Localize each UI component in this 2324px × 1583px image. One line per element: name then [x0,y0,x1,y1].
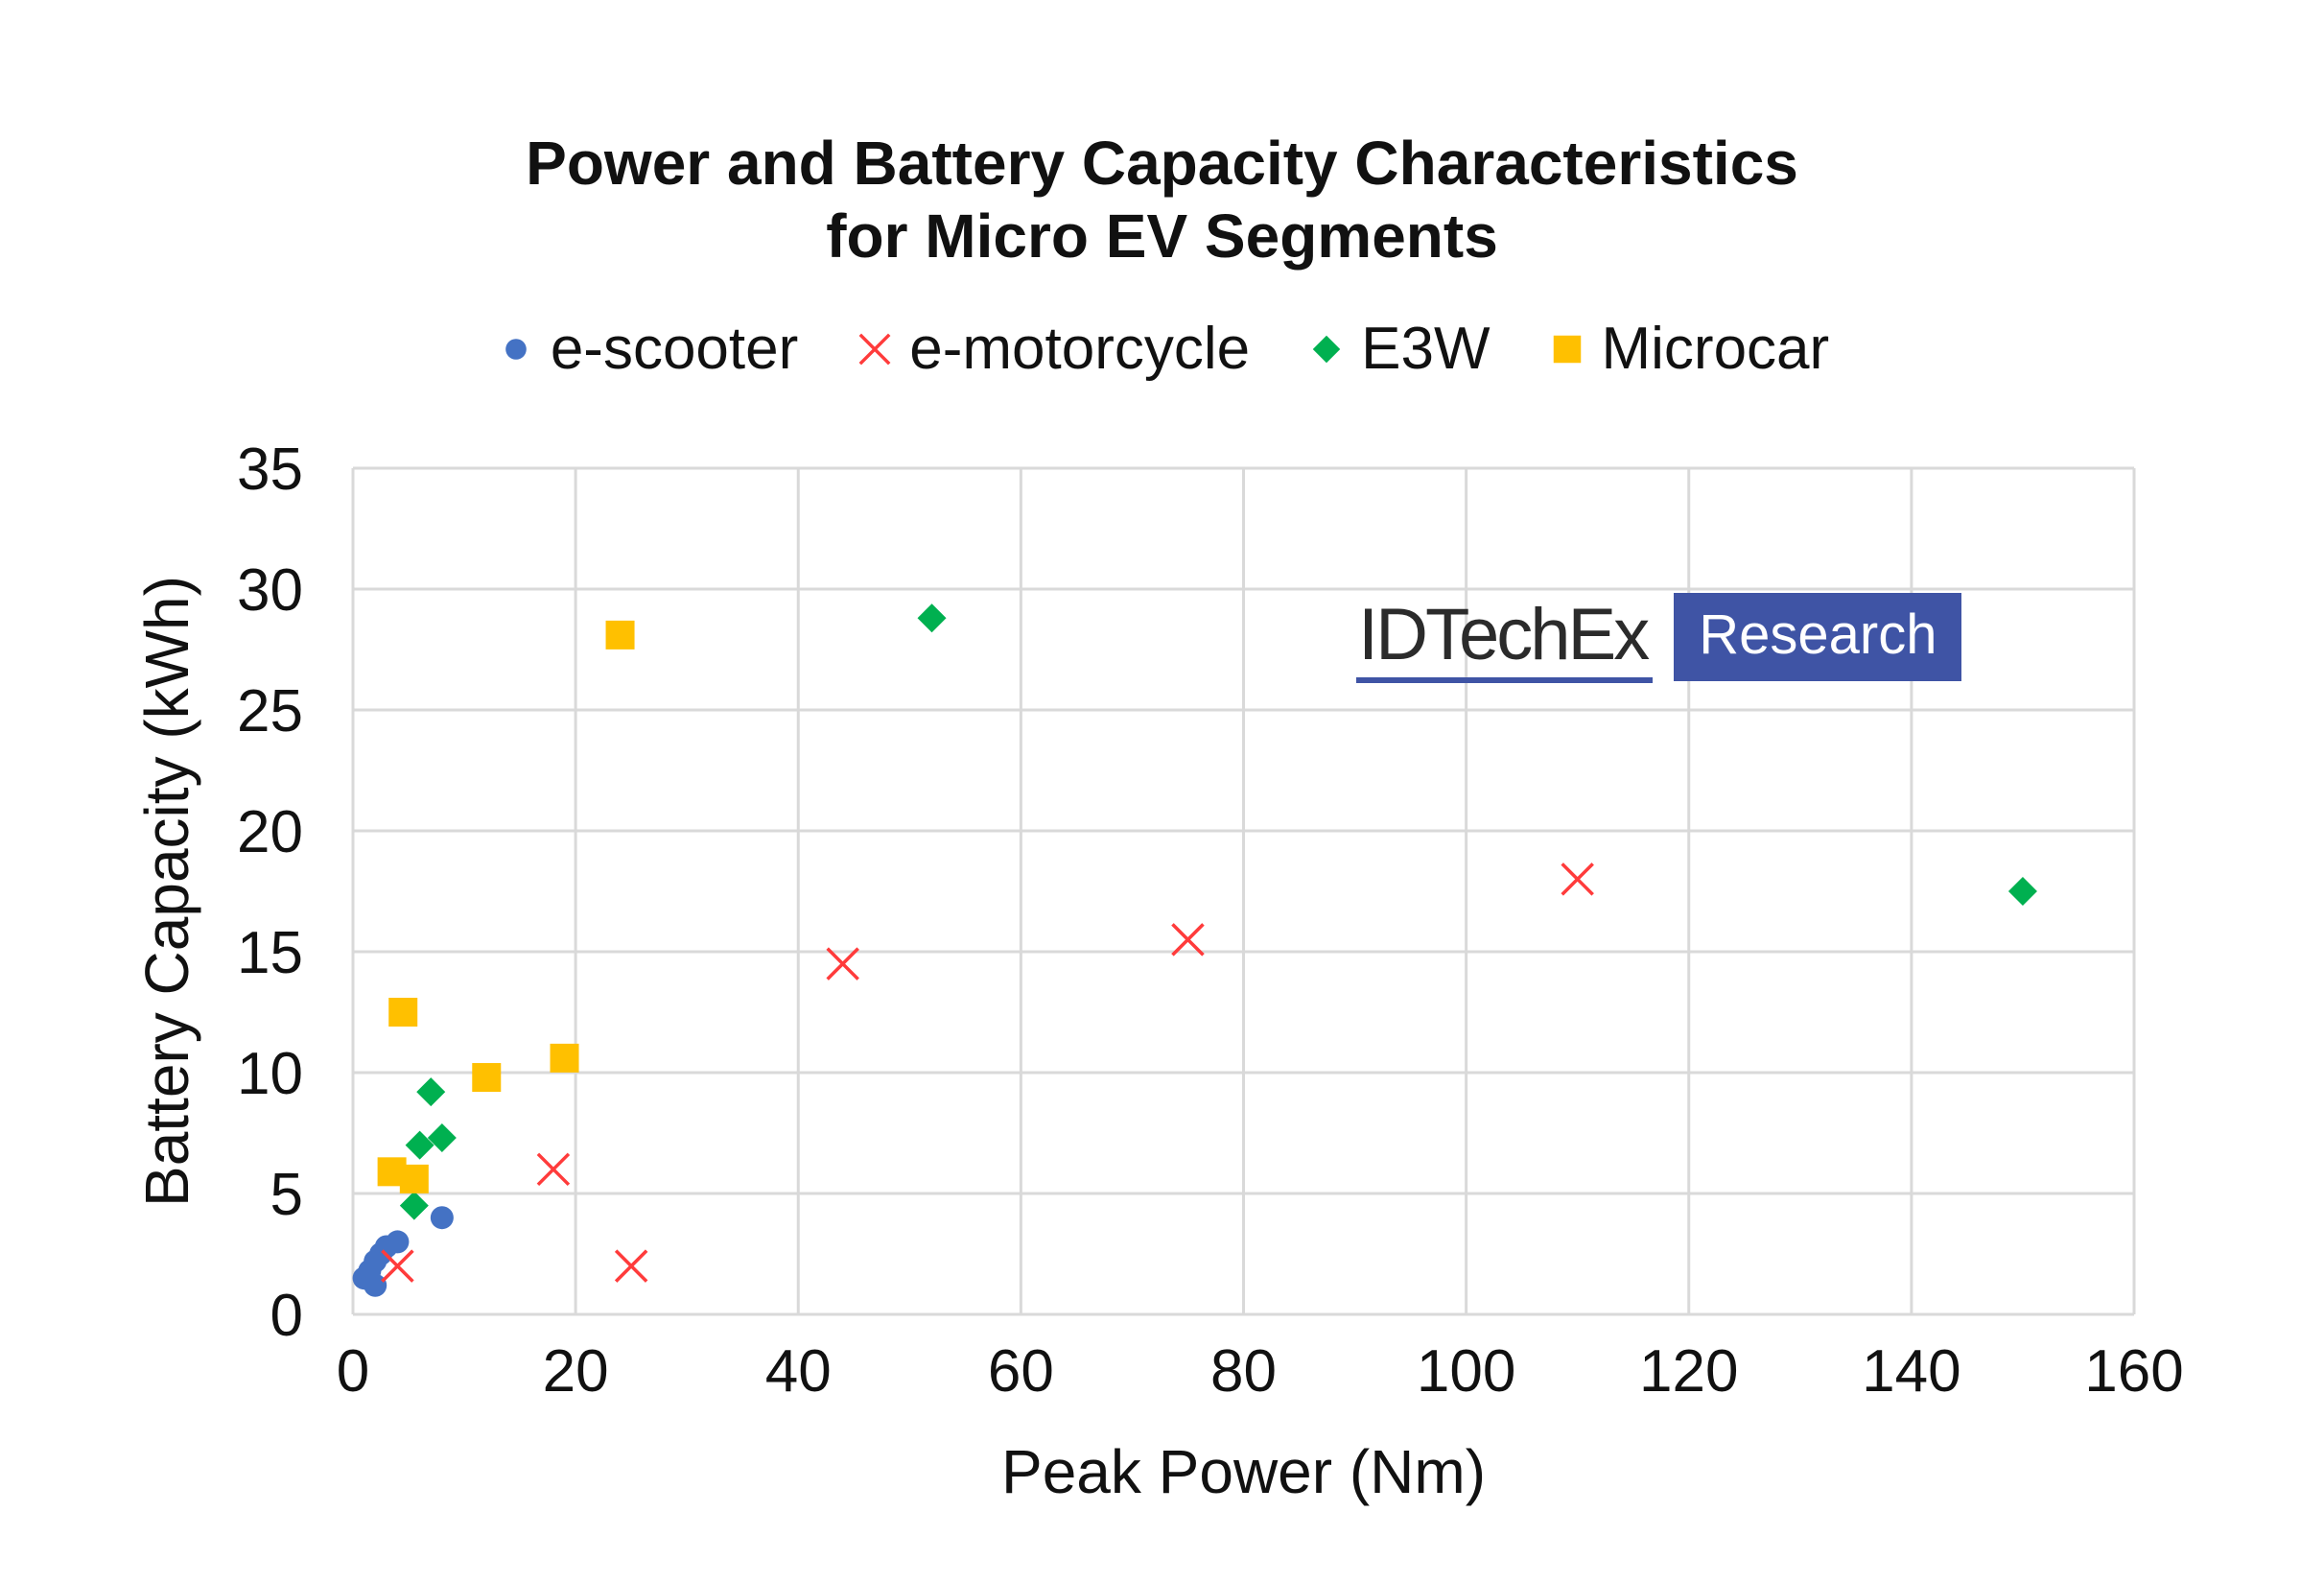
chart-title: Power and Battery Capacity Characteristi… [526,129,1798,198]
idtechex-logo: IDTechEx Research [1352,593,1962,683]
legend-marker-shape [505,338,527,360]
legend-marker-e-motorcycle [858,333,891,365]
data-point-e-motorcycle [614,1249,648,1283]
legend-marker-e3w [1312,335,1341,363]
legend-item-microcar: Microcar [1546,315,1830,383]
y-tick-label: 30 [237,557,303,624]
x-tick-label: 140 [1862,1338,1960,1405]
x-tick-label: 160 [2084,1338,2183,1405]
data-point-e-motorcycle [1171,923,1205,957]
data-point-e-motorcycle [826,947,859,981]
legend-marker-e-scooter [505,338,527,360]
data-point-e-motorcycle [1561,862,1594,896]
legend-label: e-motorcycle [909,316,1251,382]
data-point-microcar [399,1164,429,1193]
x-tick-label: 0 [337,1338,369,1405]
x-tick-label: 80 [1210,1338,1277,1405]
data-point-microcar [550,1043,579,1073]
data-point-microcar [605,620,635,650]
legend-marker-shape [858,333,891,365]
y-tick-label: 25 [237,678,303,744]
y-axis-label: Battery Capacity (kWh) [132,576,201,1207]
legend-marker-microcar [1553,335,1581,363]
legend-item-e3w: E3W [1305,315,1491,383]
logo-research-badge: Research [1674,593,1962,681]
data-point-e-scooter [430,1206,454,1230]
data-point-e3w [2007,877,2037,906]
legend-marker-shape [1553,335,1581,363]
legend-item-e-motorcycle: e-motorcycle [854,315,1250,383]
data-point-e3w [416,1077,446,1107]
legend-marker-shape [1312,335,1341,363]
data-point-e-scooter [386,1230,410,1254]
data-point-e3w [917,603,947,633]
data-point-microcar [472,1063,502,1093]
x-tick-label: 60 [988,1338,1054,1405]
x-tick-label: 100 [1417,1338,1515,1405]
data-point-e3w [405,1130,434,1160]
data-point-e3w [399,1191,429,1220]
legend-label: Microcar [1601,316,1830,382]
chart-subtitle: for Micro EV Segments [826,201,1498,271]
data-point-e-motorcycle [381,1249,414,1283]
y-tick-label: 10 [237,1041,303,1107]
y-tick-label: 35 [237,437,303,503]
x-tick-label: 20 [543,1338,609,1405]
y-tick-label: 5 [270,1162,303,1228]
data-point-e-motorcycle [536,1152,571,1187]
x-axis-label: Peak Power (Nm) [1001,1437,1486,1506]
data-point-e3w [427,1123,457,1153]
data-point-microcar [388,998,418,1027]
y-tick-label: 0 [270,1283,303,1349]
legend-label: e-scooter [550,316,799,382]
y-tick-label: 20 [237,799,303,865]
chart-legend: e-scooter e-motorcycle E3W Microcar [0,315,2324,383]
y-tick-label: 15 [237,920,303,986]
data-point-e-scooter [364,1273,387,1297]
x-tick-label: 40 [765,1338,832,1405]
logo-wordmark: IDTechEx [1352,599,1654,683]
legend-label: E3W [1361,316,1491,382]
legend-item-e-scooter: e-scooter [495,315,798,383]
x-tick-label: 120 [1639,1338,1738,1405]
